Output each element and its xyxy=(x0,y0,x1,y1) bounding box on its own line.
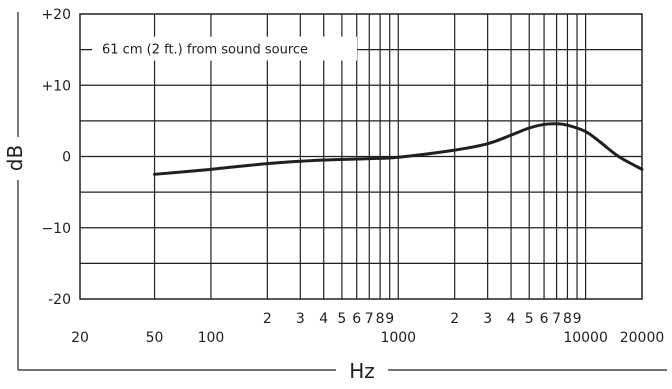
x-tick-label: 20 xyxy=(71,330,89,346)
y-tick-label: -20 xyxy=(48,292,71,308)
x-tick-label: 7 xyxy=(552,311,561,327)
x-tick-label: 20000 xyxy=(620,330,665,346)
y-axis-title: dB xyxy=(3,145,27,171)
series-layer xyxy=(153,122,644,176)
x-tick-label: 4 xyxy=(507,311,516,327)
x-tick-label: 8 xyxy=(563,311,572,327)
y-tick-label: +10 xyxy=(41,78,71,94)
plot-border xyxy=(79,13,643,300)
x-tick-label: 2 xyxy=(263,311,272,327)
plot-frame xyxy=(79,13,643,300)
x-tick-label: 10000 xyxy=(563,330,608,346)
x-tick-label: 9 xyxy=(573,311,582,327)
y-tick-label: 0 xyxy=(62,150,71,166)
axis-titles: dB Hz xyxy=(3,12,667,383)
x-tick-label: 8 xyxy=(376,311,385,327)
x-tick-label: 100 xyxy=(198,330,225,346)
x-tick-label: 3 xyxy=(483,311,492,327)
x-tick-label: 6 xyxy=(352,311,361,327)
x-tick-label: 6 xyxy=(540,311,549,327)
annotation-box: 61 cm (2 ft.) from sound source xyxy=(92,36,357,61)
x-tick-label: 5 xyxy=(337,311,346,327)
annotation-background xyxy=(92,36,357,61)
annotation-text: 61 cm (2 ft.) from sound source xyxy=(102,43,308,58)
x-tick-label: 7 xyxy=(365,311,374,327)
x-tick-label: 50 xyxy=(146,330,164,346)
y-tick-label: −10 xyxy=(41,221,71,237)
x-tick-label: 4 xyxy=(319,311,328,327)
x-axis-title: Hz xyxy=(349,359,375,383)
x-tick-label: 5 xyxy=(525,311,534,327)
x-tick-label: 9 xyxy=(385,311,394,327)
x-tick-label: 2 xyxy=(450,311,459,327)
series-line xyxy=(153,122,644,176)
y-tick-labels: +20 +10 0 −10 -20 xyxy=(41,7,71,308)
y-tick-label: +20 xyxy=(41,7,71,23)
x-tick-label: 1000 xyxy=(380,330,416,346)
x-tick-label: 3 xyxy=(296,311,305,327)
